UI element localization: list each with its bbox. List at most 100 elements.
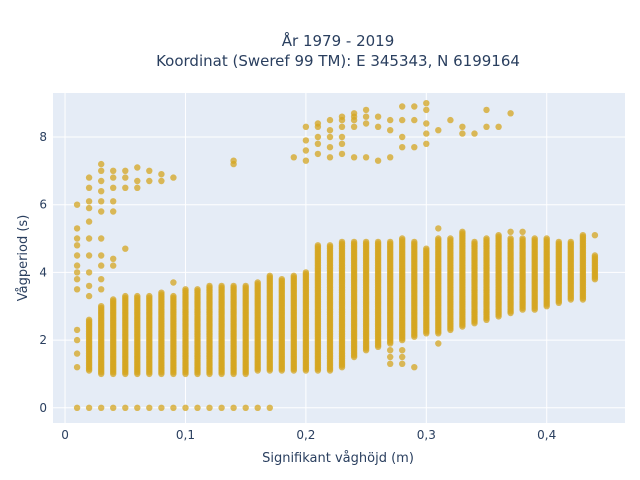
data-point bbox=[423, 106, 430, 114]
data-point bbox=[73, 336, 81, 344]
x-axis-ticks: 0 0,1 0,2 0,3 0,4 bbox=[61, 428, 556, 442]
data-point bbox=[350, 154, 358, 161]
data-point bbox=[350, 110, 358, 117]
data-point bbox=[555, 238, 562, 246]
data-point bbox=[73, 242, 81, 249]
data-point bbox=[447, 116, 454, 124]
data-point bbox=[374, 123, 382, 130]
data-point bbox=[73, 225, 81, 232]
data-point bbox=[98, 208, 105, 215]
data-point bbox=[110, 255, 117, 262]
data-point bbox=[242, 404, 249, 411]
data-point bbox=[122, 404, 129, 411]
data-point bbox=[158, 177, 165, 185]
data-point bbox=[459, 130, 466, 137]
data-point bbox=[507, 228, 514, 235]
data-point bbox=[122, 184, 129, 191]
data-point bbox=[387, 360, 394, 367]
data-point bbox=[182, 286, 189, 293]
data-point bbox=[302, 147, 310, 154]
data-point bbox=[266, 272, 273, 279]
data-point bbox=[579, 232, 587, 239]
data-point bbox=[254, 279, 261, 286]
data-point bbox=[399, 133, 406, 141]
data-point bbox=[134, 164, 141, 171]
data-point bbox=[399, 353, 406, 361]
data-point bbox=[85, 184, 93, 191]
data-point bbox=[374, 238, 382, 246]
data-point bbox=[73, 404, 81, 411]
data-point bbox=[387, 154, 394, 161]
data-point bbox=[326, 133, 334, 141]
x-tick-label: 0 bbox=[61, 428, 69, 442]
data-point bbox=[266, 404, 273, 411]
data-point bbox=[218, 282, 225, 290]
data-point bbox=[326, 127, 334, 134]
data-point bbox=[98, 252, 105, 259]
data-point bbox=[85, 204, 93, 212]
data-point bbox=[459, 123, 466, 130]
data-point bbox=[146, 404, 153, 411]
data-point bbox=[483, 106, 490, 114]
data-point bbox=[314, 140, 322, 147]
data-point bbox=[387, 347, 394, 354]
data-point bbox=[387, 116, 394, 124]
y-tick-label: 2 bbox=[39, 333, 47, 347]
data-point bbox=[98, 262, 105, 269]
data-point bbox=[483, 235, 490, 242]
data-point bbox=[122, 167, 129, 174]
y-tick-label: 8 bbox=[39, 130, 47, 144]
data-point bbox=[411, 238, 418, 246]
data-points bbox=[73, 100, 599, 411]
data-point bbox=[591, 252, 599, 259]
data-point bbox=[73, 350, 81, 357]
data-point bbox=[194, 286, 201, 293]
data-point bbox=[85, 316, 93, 323]
data-point bbox=[134, 292, 141, 300]
data-point bbox=[326, 144, 334, 151]
data-point bbox=[158, 404, 165, 411]
data-point bbox=[314, 120, 322, 127]
data-point bbox=[110, 167, 117, 174]
data-point bbox=[387, 238, 394, 246]
y-axis-title: Vågperiod (s) bbox=[16, 215, 31, 302]
data-point bbox=[73, 276, 81, 283]
data-point bbox=[362, 113, 370, 120]
data-point bbox=[471, 238, 478, 246]
data-point bbox=[567, 238, 574, 246]
chart-subtitle: Koordinat (Sweref 99 TM): E 345343, N 61… bbox=[156, 52, 520, 70]
data-point bbox=[146, 292, 153, 300]
data-point bbox=[362, 120, 370, 127]
x-tick-label: 0,4 bbox=[537, 428, 556, 442]
y-axis-ticks: 0 2 4 6 8 bbox=[39, 130, 47, 415]
data-point bbox=[350, 123, 358, 130]
data-point bbox=[399, 116, 406, 124]
data-point bbox=[399, 235, 406, 242]
data-point bbox=[338, 113, 346, 120]
data-point bbox=[507, 235, 514, 242]
data-point bbox=[374, 157, 382, 164]
data-point bbox=[85, 282, 93, 290]
chart-title: År 1979 - 2019 bbox=[282, 31, 395, 50]
data-point bbox=[338, 140, 346, 147]
data-point bbox=[98, 286, 105, 293]
data-point bbox=[483, 123, 490, 130]
data-point bbox=[170, 404, 177, 411]
x-tick-label: 0,1 bbox=[176, 428, 195, 442]
data-point bbox=[278, 276, 285, 283]
data-point bbox=[290, 272, 297, 279]
data-point bbox=[146, 177, 153, 185]
data-point bbox=[98, 303, 105, 310]
data-point bbox=[374, 113, 382, 120]
data-point bbox=[73, 364, 81, 371]
data-point bbox=[85, 218, 93, 225]
data-point bbox=[242, 282, 249, 290]
data-point bbox=[218, 404, 225, 411]
data-point bbox=[170, 279, 177, 286]
data-point bbox=[85, 292, 93, 300]
data-point bbox=[98, 198, 105, 205]
data-point bbox=[98, 160, 105, 168]
data-point bbox=[338, 133, 346, 141]
data-point bbox=[290, 154, 297, 161]
